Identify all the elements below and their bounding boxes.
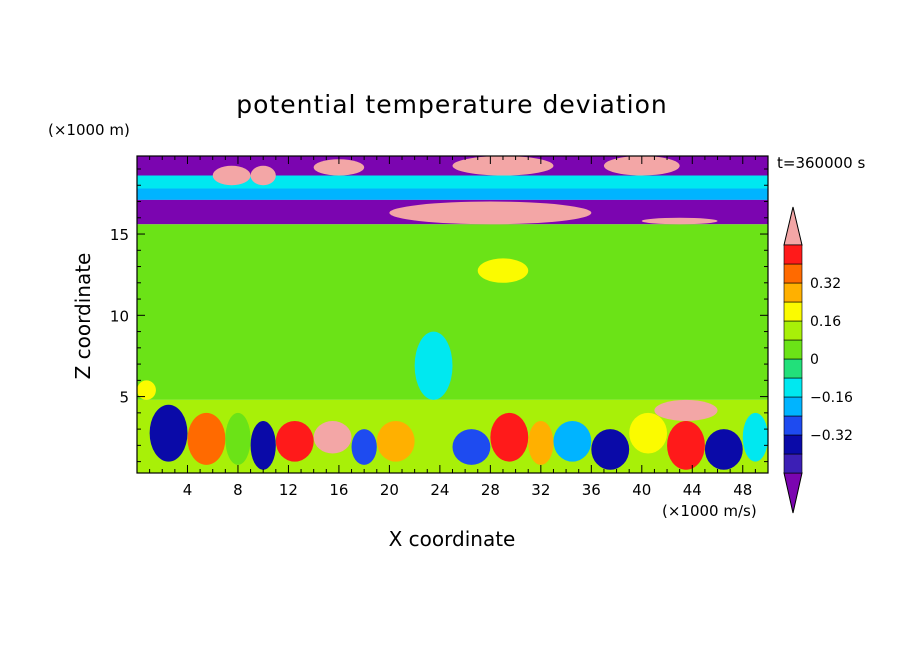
- field-patch: [667, 420, 705, 470]
- field-patch: [591, 429, 630, 470]
- x-tick-label: 20: [380, 481, 399, 499]
- field-patch: [742, 412, 768, 462]
- chart-title: potential temperature deviation: [236, 90, 667, 119]
- field-band: [137, 175, 768, 189]
- colorbar-box: [783, 434, 803, 455]
- field-patch: [137, 380, 156, 400]
- x-unit-label: (×1000 m/s): [662, 502, 757, 520]
- x-tick-label: 8: [233, 481, 243, 499]
- x-tick-label: 48: [733, 481, 752, 499]
- field-patch: [654, 399, 718, 421]
- colorbar-box: [783, 453, 803, 474]
- field-patch: [490, 412, 529, 462]
- field-patch: [225, 412, 251, 465]
- colorbar-box: [783, 396, 803, 417]
- x-tick-label: 40: [632, 481, 651, 499]
- field-patch: [553, 420, 592, 462]
- field-patch: [313, 159, 365, 176]
- x-tick-label: 32: [531, 481, 550, 499]
- field-patch: [704, 429, 743, 470]
- colorbar-tick-label: −0.32: [810, 428, 853, 444]
- field-patch: [212, 165, 251, 186]
- field-patch: [187, 412, 226, 465]
- field-patch: [275, 420, 314, 462]
- x-axis-label: X coordinate: [389, 527, 516, 551]
- field-patch: [452, 156, 554, 176]
- colorbar-box: [783, 358, 803, 379]
- field-patch: [389, 201, 592, 225]
- field-patch: [313, 420, 352, 454]
- field-patch: [414, 404, 453, 470]
- y-tick-label: 15: [110, 226, 129, 244]
- colorbar-box: [783, 263, 803, 284]
- y-axis-label: Z coordinate: [71, 253, 95, 380]
- colorbar-tick-label: 0.32: [810, 276, 841, 292]
- field-patch: [477, 258, 529, 283]
- field-band: [137, 224, 768, 400]
- colorbar-box: [783, 320, 803, 341]
- colorbar-box: [783, 377, 803, 398]
- colorbar-tick-label: −0.16: [810, 390, 853, 406]
- colorbar-box: [783, 301, 803, 322]
- field-patch: [351, 429, 377, 465]
- field-band: [137, 188, 768, 200]
- field-patch: [414, 331, 453, 400]
- time-label: t=360000 s: [777, 154, 865, 172]
- x-tick-label: 28: [481, 481, 500, 499]
- field-patch: [629, 412, 668, 454]
- field-patch: [250, 420, 276, 470]
- colorbar-box: [783, 415, 803, 436]
- field-patch: [641, 217, 718, 225]
- colorbar-tick-label: 0.16: [810, 314, 841, 330]
- colorbar-top-arrow: [783, 206, 803, 246]
- x-tick-label: 24: [430, 481, 449, 499]
- colorbar-bottom-arrow: [783, 472, 803, 514]
- x-tick-label: 16: [329, 481, 348, 499]
- x-tick-label: 44: [683, 481, 702, 499]
- field-patch: [149, 404, 188, 462]
- y-tick-label: 5: [119, 389, 129, 407]
- x-tick-label: 12: [279, 481, 298, 499]
- y-unit-label: (×1000 m): [48, 121, 130, 139]
- colorbar-box: [783, 282, 803, 303]
- colorbar: 0.32 0.16 0 −0.16 −0.32: [783, 206, 853, 514]
- field-patch: [452, 429, 491, 465]
- x-tick-label: 36: [582, 481, 601, 499]
- field-patch: [250, 165, 276, 186]
- colorbar-box: [783, 244, 803, 265]
- field-patch: [376, 420, 415, 462]
- x-tick-label: 4: [183, 481, 193, 499]
- y-tick-label: 10: [110, 307, 129, 325]
- colorbar-tick-label: 0: [810, 352, 819, 368]
- field-patch: [528, 420, 554, 465]
- plot-area: [137, 156, 768, 473]
- colorbar-box: [783, 339, 803, 360]
- field-patch: [603, 156, 680, 176]
